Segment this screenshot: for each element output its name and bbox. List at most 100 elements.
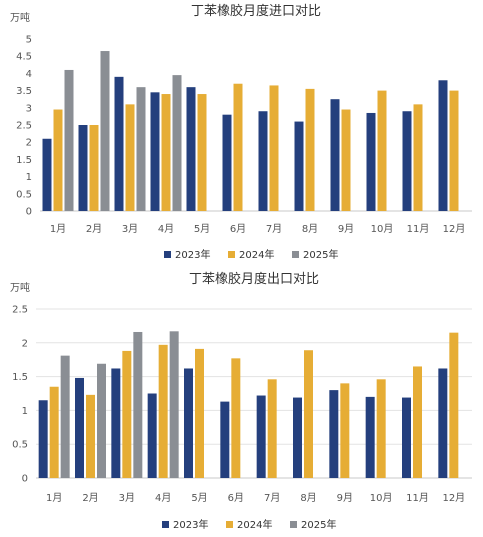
export-bar-2023年-7月	[256, 395, 266, 478]
export-x-tick-label: 5月	[191, 492, 207, 504]
import-y-tick-label: 2.5	[16, 121, 32, 132]
export-bar-2023年-12月	[438, 368, 448, 478]
export-y-tick-label: 1	[22, 406, 28, 417]
import-bar-2024年-12月	[449, 90, 459, 211]
import-bar-2023年-5月	[186, 87, 196, 211]
export-bar-2024年-5月	[195, 348, 204, 478]
export-bar-2024年-1月	[49, 386, 59, 478]
export-bar-2023年-3月	[111, 368, 121, 478]
export-legend-label: 2024年	[237, 518, 272, 531]
import-x-tick-label: 6月	[230, 223, 246, 235]
export-bar-2023年-5月	[184, 368, 193, 478]
import-legend-swatch	[292, 251, 299, 258]
import-y-tick-label: 0.5	[16, 189, 32, 200]
export-y-tick-label: 0.5	[12, 440, 28, 451]
import-chart-title: 丁苯橡胶月度进口对比	[191, 3, 321, 19]
import-bar-2023年-11月	[402, 111, 412, 211]
import-bar-2025年-1月	[64, 69, 74, 212]
import-y-tick-label: 1.5	[16, 155, 32, 166]
export-x-tick-label: 1月	[46, 492, 62, 504]
export-chart-title: 丁苯橡胶月度出口对比	[189, 271, 319, 287]
import-x-tick-label: 2月	[86, 223, 102, 235]
export-bar-2023年-8月	[293, 397, 302, 478]
import-x-tick-label: 10月	[371, 223, 394, 235]
import-bar-2025年-2月	[100, 51, 110, 211]
export-bar-2025年-1月	[60, 355, 70, 478]
export-y-tick-label: 2	[22, 338, 28, 349]
export-y-axis-unit: 万吨	[10, 281, 30, 294]
import-bar-2023年-3月	[114, 76, 124, 211]
export-x-tick-label: 11月	[406, 492, 429, 504]
import-y-tick-label: 1	[26, 172, 32, 183]
import-bar-2024年-8月	[305, 88, 315, 211]
export-x-tick-label: 7月	[264, 492, 280, 504]
export-bar-2024年-2月	[86, 394, 95, 478]
import-y-tick-label: 0	[26, 207, 32, 218]
export-bar-2024年-8月	[304, 350, 313, 478]
import-y-tick-label: 5	[26, 35, 32, 46]
import-bar-2023年-9月	[330, 99, 340, 211]
import-bar-2024年-7月	[269, 85, 279, 211]
export-legend-swatch	[290, 521, 297, 528]
import-y-tick-label: 2	[26, 138, 32, 149]
import-x-tick-label: 5月	[194, 223, 210, 235]
export-bar-2024年-7月	[267, 379, 277, 478]
import-x-tick-label: 8月	[302, 223, 318, 235]
import-bar-2023年-6月	[222, 114, 232, 211]
export-bar-2023年-9月	[329, 390, 339, 478]
export-x-tick-label: 9月	[337, 492, 353, 504]
export-legend-swatch	[162, 521, 169, 528]
import-bar-2023年-8月	[294, 121, 304, 211]
export-bar-2024年-4月	[158, 344, 168, 478]
import-legend-label: 2023年	[175, 248, 210, 261]
export-bar-2023年-11月	[402, 397, 411, 478]
import-bar-2024年-1月	[53, 109, 63, 211]
export-bar-2023年-2月	[75, 377, 84, 478]
import-y-axis-unit: 万吨	[10, 11, 30, 24]
import-bar-2023年-12月	[438, 80, 448, 211]
export-x-tick-label: 3月	[119, 492, 135, 504]
export-y-tick-label: 1.5	[12, 372, 28, 383]
export-legend-label: 2025年	[301, 518, 336, 531]
import-legend-swatch	[228, 251, 235, 258]
export-bar-2024年-3月	[122, 350, 132, 478]
export-x-tick-label: 2月	[82, 492, 98, 504]
import-bar-2023年-10月	[366, 112, 376, 211]
export-x-tick-label: 8月	[300, 492, 316, 504]
import-bar-2024年-10月	[377, 90, 387, 211]
import-bar-2023年-1月	[42, 138, 52, 211]
import-legend-swatch	[164, 251, 171, 258]
export-bar-2023年-4月	[147, 393, 157, 478]
export-y-tick-label: 0	[22, 474, 28, 485]
export-bar-2025年-3月	[133, 331, 143, 478]
import-bar-2024年-2月	[89, 125, 99, 211]
export-x-tick-label: 12月	[442, 492, 465, 504]
export-bar-2025年-2月	[97, 363, 106, 478]
import-y-tick-label: 4	[26, 69, 32, 80]
import-bar-2024年-9月	[341, 109, 351, 211]
import-bar-2024年-5月	[197, 94, 207, 211]
export-y-tick-label: 2.5	[12, 305, 28, 316]
import-bar-2025年-4月	[172, 75, 182, 212]
export-bar-2024年-6月	[231, 358, 241, 478]
import-legend-label: 2025年	[303, 248, 338, 261]
export-x-tick-label: 6月	[228, 492, 244, 504]
import-x-tick-label: 4月	[158, 223, 174, 235]
import-x-tick-label: 3月	[122, 223, 138, 235]
export-bar-2024年-9月	[340, 383, 350, 478]
export-legend-label: 2023年	[173, 518, 208, 531]
import-x-tick-label: 11月	[407, 223, 430, 235]
import-x-tick-label: 1月	[50, 223, 66, 235]
import-bar-2024年-6月	[233, 83, 243, 211]
import-x-tick-label: 12月	[443, 223, 466, 235]
import-bar-2024年-3月	[125, 104, 135, 211]
export-bar-2024年-10月	[376, 379, 386, 478]
import-bar-2024年-4月	[161, 94, 171, 211]
import-bar-2025年-3月	[136, 87, 146, 211]
import-x-tick-label: 7月	[266, 223, 282, 235]
export-bar-2023年-10月	[365, 396, 375, 478]
export-x-tick-label: 10月	[370, 492, 393, 504]
import-legend-label: 2024年	[239, 248, 274, 261]
